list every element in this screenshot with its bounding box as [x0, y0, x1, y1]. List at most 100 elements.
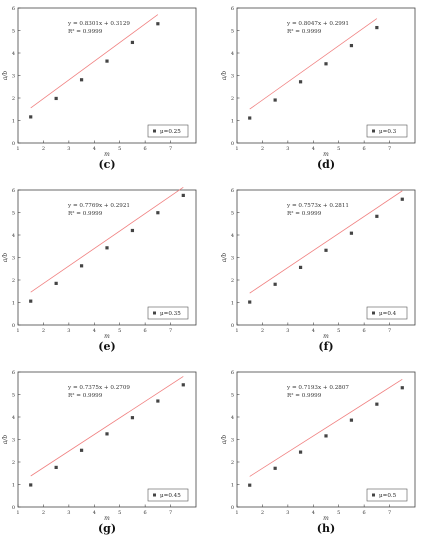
x-tick-label: 1 [16, 328, 19, 334]
y-tick-label: 5 [12, 210, 15, 216]
y-tick-label: 0 [231, 505, 234, 511]
fit-line [30, 14, 159, 109]
y-tick-label: 6 [12, 370, 15, 376]
y-tick-label: 1 [12, 482, 15, 488]
x-tick-label: 7 [169, 328, 172, 334]
legend-marker [153, 493, 156, 497]
y-tick-label: 6 [12, 6, 15, 12]
data-point [130, 40, 135, 45]
r-squared: R² = 0.9999 [287, 28, 322, 35]
x-tick-label: 6 [363, 146, 366, 152]
r-squared: R² = 0.9999 [287, 392, 322, 399]
data-point [298, 265, 303, 269]
x-tick-label: 6 [144, 510, 147, 516]
data-point [324, 62, 328, 66]
y-tick-label: 4 [12, 233, 15, 239]
data-point [79, 264, 84, 268]
data-point [349, 418, 354, 422]
data-point [156, 22, 160, 26]
r-squared: R² = 0.9999 [68, 28, 103, 35]
x-tick-label: 1 [16, 510, 19, 516]
x-tick-label: 3 [286, 146, 289, 152]
legend-box [366, 488, 408, 502]
x-tick-label: 4 [93, 146, 96, 152]
x-tick-label: 5 [118, 510, 121, 516]
panel-label: (h) [317, 522, 335, 535]
legend-label: μ=0.3 [379, 129, 397, 135]
x-tick-label: 2 [42, 510, 45, 516]
fit-equation: y = 0.8047x + 0.2991 [286, 21, 349, 27]
x-axis-title: m [104, 333, 110, 340]
x-tick-label: 5 [118, 328, 121, 334]
x-tick-label: 3 [286, 328, 289, 334]
legend-label: μ=0.5 [379, 493, 397, 499]
r-squared: R² = 0.9999 [287, 210, 322, 217]
data-point [79, 78, 84, 82]
data-point [298, 80, 303, 84]
y-tick-label: 6 [231, 370, 234, 376]
x-tick-label: 7 [388, 328, 391, 334]
panel-label: (g) [98, 522, 116, 535]
y-tick-label: 2 [12, 460, 15, 466]
x-tick-label: 2 [261, 510, 264, 516]
data-point [156, 399, 160, 403]
x-tick-label: 6 [363, 328, 366, 334]
y-tick-label: 1 [12, 300, 15, 306]
panel-label: (e) [98, 340, 115, 353]
x-tick-label: 7 [388, 146, 391, 152]
data-point [248, 116, 252, 120]
y-tick-label: 5 [12, 392, 15, 398]
legend-box [147, 488, 189, 502]
plot-frame [17, 7, 197, 144]
x-tick-label: 7 [169, 146, 172, 152]
legend-box [366, 124, 408, 138]
y-tick-label: 2 [231, 460, 234, 466]
fit-line [30, 376, 184, 477]
data-point [375, 25, 379, 30]
x-tick-label: 1 [235, 510, 238, 516]
x-tick-label: 1 [235, 328, 238, 334]
y-tick-label: 5 [231, 28, 234, 34]
y-axis-title: a/b [2, 435, 9, 445]
legend-label: μ=0.4 [379, 311, 397, 317]
data-point [324, 248, 328, 252]
legend-label: μ=0.35 [160, 311, 181, 317]
y-tick-label: 1 [231, 300, 234, 306]
y-tick-label: 2 [231, 278, 234, 284]
x-tick-label: 3 [67, 510, 70, 516]
y-tick-label: 4 [231, 233, 234, 239]
plot-frame [236, 189, 416, 326]
data-point [105, 246, 109, 250]
y-tick-label: 2 [12, 96, 15, 102]
legend-label: μ=0.45 [160, 493, 181, 499]
plot-frame [17, 189, 197, 326]
y-tick-label: 3 [231, 437, 234, 443]
x-tick-label: 2 [261, 328, 264, 334]
x-tick-label: 6 [363, 510, 366, 516]
x-axis-title: m [104, 515, 110, 522]
data-point [273, 466, 277, 470]
data-point [79, 448, 84, 452]
y-tick-label: 3 [231, 255, 234, 261]
x-tick-label: 5 [337, 146, 340, 152]
y-tick-label: 2 [231, 96, 234, 102]
data-point [54, 96, 58, 101]
x-tick-label: 4 [312, 328, 315, 334]
y-tick-label: 5 [12, 28, 15, 34]
y-tick-label: 6 [231, 188, 234, 194]
x-tick-label: 5 [337, 510, 340, 516]
y-tick-label: 1 [231, 118, 234, 124]
data-point [29, 115, 33, 119]
y-tick-label: 3 [12, 73, 15, 79]
y-tick-label: 6 [231, 6, 234, 12]
fit-equation: y = 0.7193x + 0.2807 [286, 385, 349, 391]
fit-equation: y = 0.7375x + 0.2709 [67, 385, 130, 391]
data-point [105, 432, 109, 436]
x-tick-label: 3 [286, 510, 289, 516]
data-point [324, 434, 328, 438]
